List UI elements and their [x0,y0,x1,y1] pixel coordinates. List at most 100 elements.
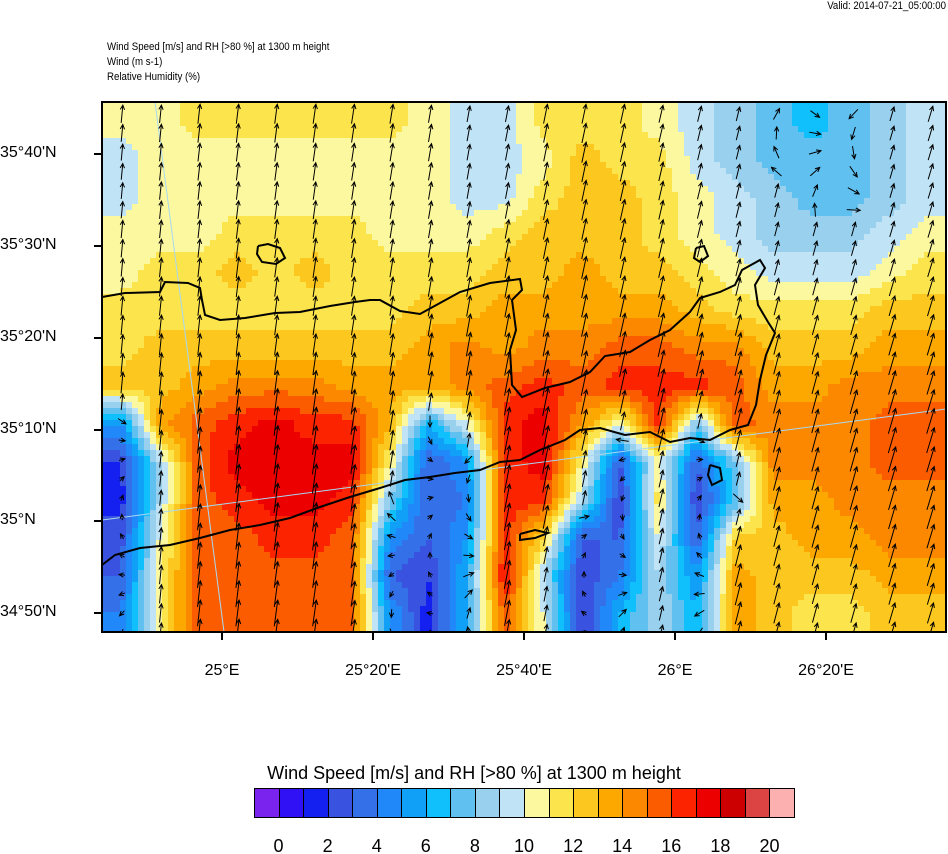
field-cell [762,270,769,277]
field-cell [294,252,301,259]
field-cell [264,294,271,301]
field-cell [234,102,241,109]
field-cell [702,138,709,145]
field-cell [798,204,805,211]
field-cell [840,252,847,259]
field-cell [330,252,337,259]
field-cell [468,246,475,253]
field-cell [738,306,745,313]
field-cell [732,126,739,133]
field-cell [102,264,109,271]
field-cell [858,150,865,157]
field-cell [786,246,793,253]
field-cell [648,300,655,307]
field-cell [510,294,517,301]
field-cell [402,168,409,175]
field-cell [612,210,619,217]
field-cell [468,270,475,277]
field-cell [312,150,319,157]
field-cell [414,246,421,253]
field-cell [864,156,871,163]
field-cell [408,270,415,277]
field-cell [894,234,901,241]
field-cell [192,162,199,169]
field-cell [102,132,109,139]
field-cell [120,126,127,133]
field-cell [486,180,493,187]
field-cell [846,216,853,223]
field-cell [768,264,775,271]
field-cell [570,294,577,301]
field-cell [180,162,187,169]
field-cell [642,264,649,271]
field-cell [222,114,229,121]
field-cell [492,186,499,193]
field-cell [432,222,439,229]
field-cell [876,228,883,235]
field-cell [630,204,637,211]
field-cell [210,120,217,127]
field-cell [174,114,181,121]
field-cell [780,114,787,121]
field-cell [186,210,193,217]
field-cell [696,300,703,307]
field-cell [480,222,487,229]
field-cell [132,198,139,205]
field-cell [654,270,661,277]
field-cell [468,192,475,199]
field-cell [918,276,925,283]
field-cell [390,258,397,265]
field-cell [666,162,673,169]
field-cell [756,210,763,217]
field-cell [180,174,187,181]
field-cell [816,186,823,193]
field-cell [462,108,469,115]
field-cell [894,186,901,193]
field-cell [600,150,607,157]
field-cell [942,138,946,145]
field-cell [354,222,361,229]
field-cell [402,180,409,187]
field-cell [678,114,685,121]
field-cell [822,174,829,181]
field-cell [492,288,499,295]
field-cell [726,294,733,301]
field-cell [126,198,133,205]
field-cell [102,252,109,259]
field-cell [510,204,517,211]
field-cell [594,192,601,199]
field-cell [390,132,397,139]
field-cell [660,282,667,289]
field-cell [174,198,181,205]
field-cell [120,144,127,151]
field-cell [558,186,565,193]
field-cell [762,294,769,301]
field-cell [444,180,451,187]
field-cell [654,306,661,313]
field-cell [240,102,247,109]
field-cell [828,306,835,313]
field-cell [738,198,745,205]
field-cell [534,198,541,205]
field-cell [714,276,721,283]
field-cell [444,198,451,205]
field-cell [432,252,439,259]
field-cell [450,288,457,295]
field-cell [414,126,421,133]
field-cell [498,192,505,199]
field-cell [690,210,697,217]
field-cell [726,186,733,193]
field-cell [684,282,691,289]
field-cell [492,216,499,223]
field-cell [342,180,349,187]
field-cell [180,126,187,133]
field-cell [918,300,925,307]
field-cell [516,222,523,229]
field-cell [138,276,145,283]
field-cell [588,240,595,247]
field-cell [474,246,481,253]
field-cell [288,252,295,259]
field-cell [600,126,607,133]
field-cell [774,240,781,247]
field-cell [522,276,529,283]
